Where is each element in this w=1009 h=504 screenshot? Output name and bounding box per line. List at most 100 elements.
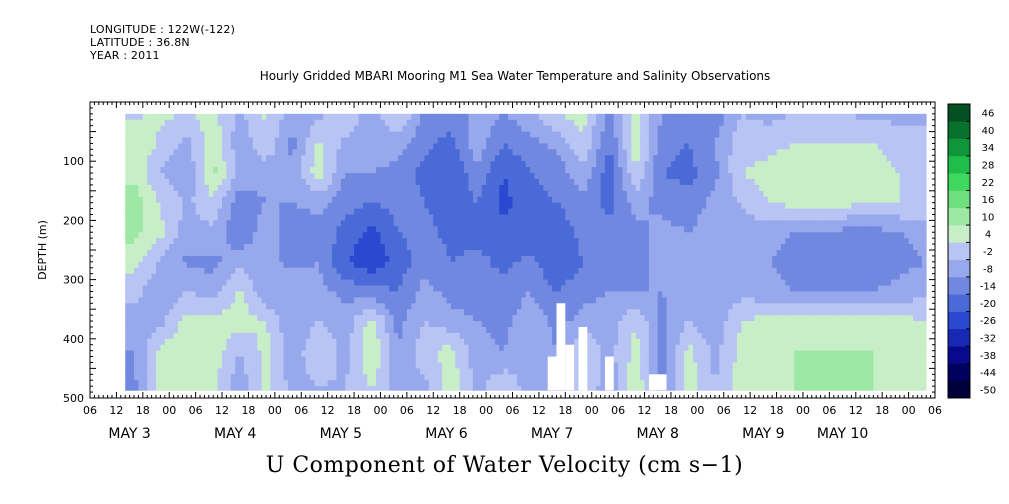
heatmap-cell <box>204 386 210 391</box>
heatmap-cell <box>415 261 421 269</box>
heatmap-cell <box>327 344 333 352</box>
heatmap-cell <box>164 149 170 156</box>
heatmap-cell <box>151 137 157 144</box>
heatmap-cell <box>543 238 549 245</box>
heatmap-cell <box>296 386 302 391</box>
heatmap-cell <box>358 362 364 369</box>
heatmap-cell <box>367 338 373 346</box>
heatmap-cell <box>406 315 412 322</box>
heatmap-cell <box>296 273 302 280</box>
heatmap-cell <box>569 285 575 292</box>
heatmap-cell <box>477 386 483 391</box>
heatmap-cell <box>261 149 267 156</box>
heatmap-cell <box>252 208 258 215</box>
heatmap-cell <box>384 261 390 269</box>
heatmap-cell <box>384 362 390 369</box>
heatmap-cell <box>420 344 425 352</box>
heatmap-cell <box>336 261 342 269</box>
heatmap-cell <box>547 297 553 304</box>
heatmap-cell <box>494 374 500 381</box>
heatmap-cell <box>503 350 509 357</box>
heatmap-cell <box>494 297 500 304</box>
heatmap-cell <box>547 214 553 221</box>
heatmap-cell <box>446 190 452 198</box>
heatmap-cell <box>420 178 425 186</box>
heatmap-cell <box>415 321 421 328</box>
heatmap-cell <box>261 380 267 387</box>
heatmap-cell <box>195 374 201 381</box>
heatmap-cell <box>292 267 298 275</box>
heatmap-cell <box>534 380 540 387</box>
heatmap-cell <box>270 173 276 180</box>
heatmap-cell <box>437 344 443 352</box>
heatmap-cell <box>274 362 280 369</box>
heatmap-cell <box>490 362 496 369</box>
heatmap-cell <box>129 303 135 310</box>
heatmap-cell <box>191 309 197 316</box>
heatmap-cell <box>389 326 395 334</box>
heatmap-cell <box>138 143 144 150</box>
heatmap-cell <box>428 380 434 387</box>
heatmap-cell <box>266 173 271 180</box>
heatmap-cell <box>129 178 135 186</box>
heatmap-cell <box>345 232 351 239</box>
heatmap-cell <box>336 303 342 310</box>
heatmap-cell <box>301 208 307 215</box>
heatmap-cell <box>512 125 518 132</box>
heatmap-cell <box>134 131 139 138</box>
heatmap-cell <box>147 303 153 310</box>
heatmap-cell <box>248 285 254 292</box>
heatmap-cell <box>305 356 311 363</box>
heatmap-cell <box>261 315 267 322</box>
heatmap-cell <box>384 143 390 150</box>
heatmap-cell <box>481 173 487 180</box>
heatmap-cell <box>468 143 474 150</box>
heatmap-cell <box>323 261 329 269</box>
heatmap-cell <box>477 267 483 275</box>
heatmap-cell <box>455 261 461 269</box>
heatmap-cell <box>292 184 298 192</box>
heatmap-cell <box>464 362 469 369</box>
heatmap-cell <box>336 332 342 340</box>
heatmap-cell <box>134 119 139 127</box>
heatmap-cell <box>437 232 443 239</box>
heatmap-cell <box>230 214 236 221</box>
heatmap-cell <box>332 232 337 239</box>
heatmap-cell <box>376 267 381 275</box>
heatmap-cell <box>252 285 258 292</box>
heatmap-cell <box>499 255 505 263</box>
heatmap-cell <box>477 137 483 144</box>
heatmap-cell <box>494 250 500 257</box>
heatmap-cell <box>301 297 307 304</box>
heatmap-cell <box>270 279 276 286</box>
heatmap-cell <box>393 332 399 340</box>
heatmap-cell <box>398 184 403 192</box>
heatmap-cell <box>402 344 408 352</box>
heatmap-cell <box>587 131 593 138</box>
heatmap-cell <box>490 368 496 375</box>
heatmap-cell <box>279 315 285 322</box>
heatmap-cell <box>560 279 566 286</box>
heatmap-cell <box>138 244 144 251</box>
heatmap-cell <box>134 332 139 340</box>
heatmap-cell <box>534 321 540 328</box>
heatmap-cell <box>208 315 214 322</box>
heatmap-cell <box>411 149 417 156</box>
heatmap-cell <box>217 208 223 215</box>
heatmap-cell <box>349 149 355 156</box>
heatmap-cell <box>464 119 469 127</box>
heatmap-cell <box>195 155 201 162</box>
heatmap-cell <box>358 297 364 304</box>
heatmap-cell <box>521 226 527 233</box>
heatmap-cell <box>376 178 381 186</box>
heatmap-cell <box>552 214 557 221</box>
heatmap-cell <box>367 326 373 334</box>
heatmap-cell <box>129 244 135 251</box>
heatmap-cell <box>173 356 179 363</box>
heatmap-cell <box>129 344 135 352</box>
heatmap-cell <box>213 267 219 275</box>
heatmap-cell <box>398 309 403 316</box>
heatmap-cell <box>446 202 452 209</box>
heatmap-cell <box>323 315 329 322</box>
heatmap-cell <box>204 332 210 340</box>
